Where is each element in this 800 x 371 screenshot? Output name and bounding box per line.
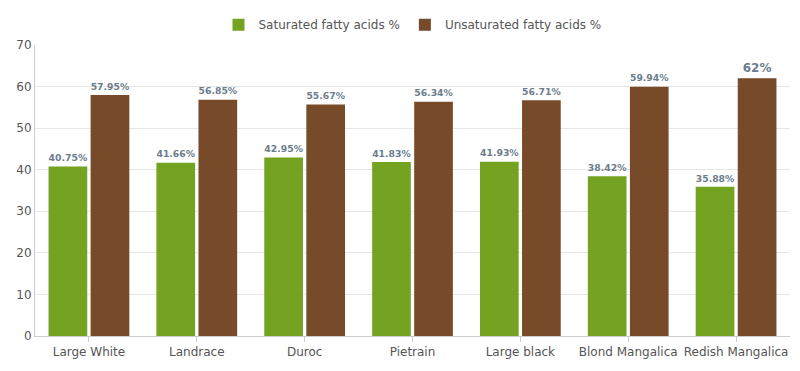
svg-text:Blond Mangalica: Blond Mangalica bbox=[579, 345, 678, 359]
svg-text:Pietrain: Pietrain bbox=[390, 345, 436, 359]
svg-text:Redish Mangalica: Redish Mangalica bbox=[684, 345, 789, 359]
svg-text:57.95%: 57.95% bbox=[91, 81, 130, 92]
svg-text:0: 0 bbox=[24, 329, 32, 343]
svg-text:62%: 62% bbox=[743, 61, 772, 75]
svg-text:60: 60 bbox=[16, 80, 31, 94]
svg-text:35.88%: 35.88% bbox=[696, 173, 735, 184]
svg-text:Unsaturated fatty acids %: Unsaturated fatty acids % bbox=[445, 18, 601, 32]
svg-text:41.83%: 41.83% bbox=[372, 148, 411, 159]
svg-text:Duroc: Duroc bbox=[287, 345, 322, 359]
svg-text:42.95%: 42.95% bbox=[264, 143, 303, 154]
svg-text:Large White: Large White bbox=[53, 345, 125, 359]
svg-text:30: 30 bbox=[16, 204, 31, 218]
svg-text:Large black: Large black bbox=[486, 345, 555, 359]
svg-text:56.85%: 56.85% bbox=[198, 85, 237, 96]
svg-text:55.67%: 55.67% bbox=[306, 90, 345, 101]
svg-text:40.75%: 40.75% bbox=[49, 152, 88, 163]
svg-text:50: 50 bbox=[16, 121, 31, 135]
svg-text:56.71%: 56.71% bbox=[522, 86, 561, 97]
svg-text:10: 10 bbox=[16, 288, 31, 302]
svg-text:Saturated fatty acids %: Saturated fatty acids % bbox=[259, 18, 400, 32]
svg-text:56.34%: 56.34% bbox=[414, 87, 453, 98]
svg-text:Landrace: Landrace bbox=[169, 345, 225, 359]
svg-text:38.42%: 38.42% bbox=[588, 162, 627, 173]
svg-text:40: 40 bbox=[16, 163, 31, 177]
svg-text:41.66%: 41.66% bbox=[156, 148, 195, 159]
svg-text:70: 70 bbox=[16, 38, 31, 52]
svg-text:20: 20 bbox=[16, 246, 31, 260]
svg-text:59.94%: 59.94% bbox=[630, 72, 669, 83]
svg-text:41.93%: 41.93% bbox=[480, 147, 519, 158]
